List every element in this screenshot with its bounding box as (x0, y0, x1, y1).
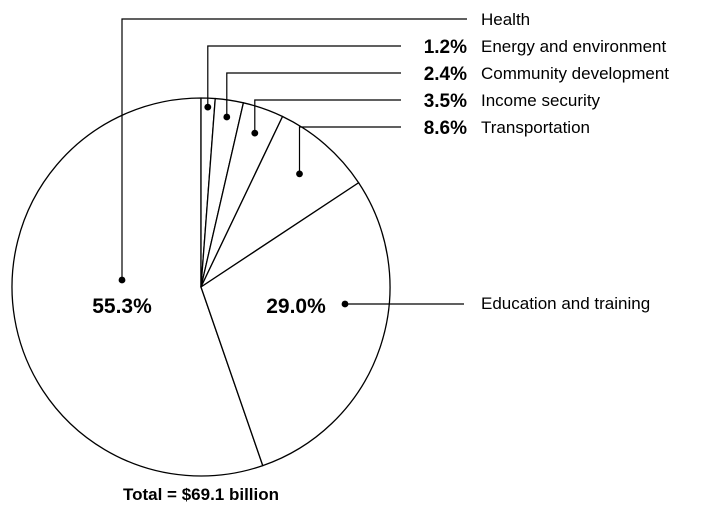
leader-line-income-security (254, 99, 401, 134)
value-label-income-security: 3.5% (424, 91, 467, 112)
category-label-health: Health (481, 10, 530, 29)
leader-line-community-development (226, 72, 401, 117)
value-label-education-and-training: 29.0% (266, 295, 326, 318)
slice-education-and-training (200, 182, 391, 467)
value-label-health: 55.3% (92, 295, 152, 318)
leader-dot-community-development (223, 113, 231, 121)
leader-dot-energy-and-environment (204, 103, 212, 111)
leader-dot-income-security (251, 129, 259, 137)
value-label-community-development: 2.4% (424, 64, 467, 85)
category-label-community-development: Community development (481, 64, 669, 83)
leader-dot-health (118, 276, 126, 284)
leader-line-energy-and-environment (207, 45, 401, 108)
slice-transportation (200, 115, 360, 288)
value-label-transportation: 8.6% (424, 118, 467, 139)
category-label-income-security: Income security (481, 91, 601, 110)
slice-health (11, 97, 264, 477)
category-label-energy-and-environment: Energy and environment (481, 37, 667, 56)
leader-dot-transportation (296, 170, 303, 178)
category-label-transportation: Transportation (481, 118, 590, 137)
leader-line-health (121, 18, 467, 280)
value-label-energy-and-environment: 1.2% (424, 37, 467, 58)
category-label-education-and-training: Education and training (481, 294, 650, 313)
leader-line-transportation (298, 126, 401, 174)
total-label: Total = $69.1 billion (123, 485, 279, 504)
